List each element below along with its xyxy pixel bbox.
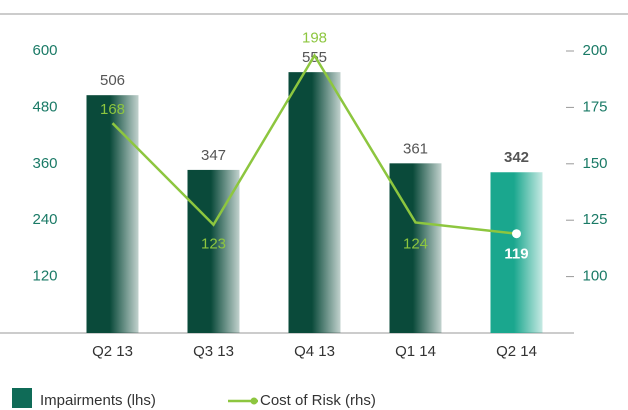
line-value-label: 124 [403, 235, 428, 252]
y-tick-label: 600 [32, 42, 57, 59]
bar [490, 172, 543, 333]
bar-value-label: 347 [201, 147, 226, 164]
line-value-label: 168 [100, 101, 125, 118]
y2-tick-label: 200 [582, 42, 607, 59]
y-tick-label: 360 [32, 155, 57, 172]
legend-swatch [12, 388, 32, 408]
x-tick-label: Q3 13 [193, 343, 234, 360]
bar [86, 95, 139, 334]
y2-tick-label: 100 [582, 268, 607, 285]
line-value-label: 119 [504, 246, 528, 263]
bar-value-label: 506 [100, 72, 125, 89]
legend-label: Cost of Risk (rhs) [260, 392, 376, 409]
y-tick-label: 240 [32, 211, 57, 228]
y2-tick-label: 175 [582, 98, 607, 115]
x-tick-label: Q2 13 [92, 343, 133, 360]
bar [288, 72, 341, 334]
legend-label: Impairments (lhs) [40, 392, 156, 409]
x-tick-label: Q1 14 [395, 343, 436, 360]
legend-marker [250, 397, 258, 405]
bar-value-label: 361 [403, 140, 428, 157]
line-point [512, 229, 521, 239]
y-tick-label: 120 [32, 268, 57, 285]
line [111, 53, 517, 235]
bar-value-label: 342 [504, 149, 529, 166]
y-tick-label: 480 [32, 98, 57, 115]
y2-tick-label: 150 [582, 155, 607, 172]
line-value-label: 123 [201, 236, 226, 253]
x-tick-label: Q4 13 [294, 343, 335, 360]
y2-tick-label: 125 [582, 211, 607, 228]
x-tick-label: Q2 14 [496, 343, 537, 360]
line-value-label: 198 [302, 29, 327, 46]
